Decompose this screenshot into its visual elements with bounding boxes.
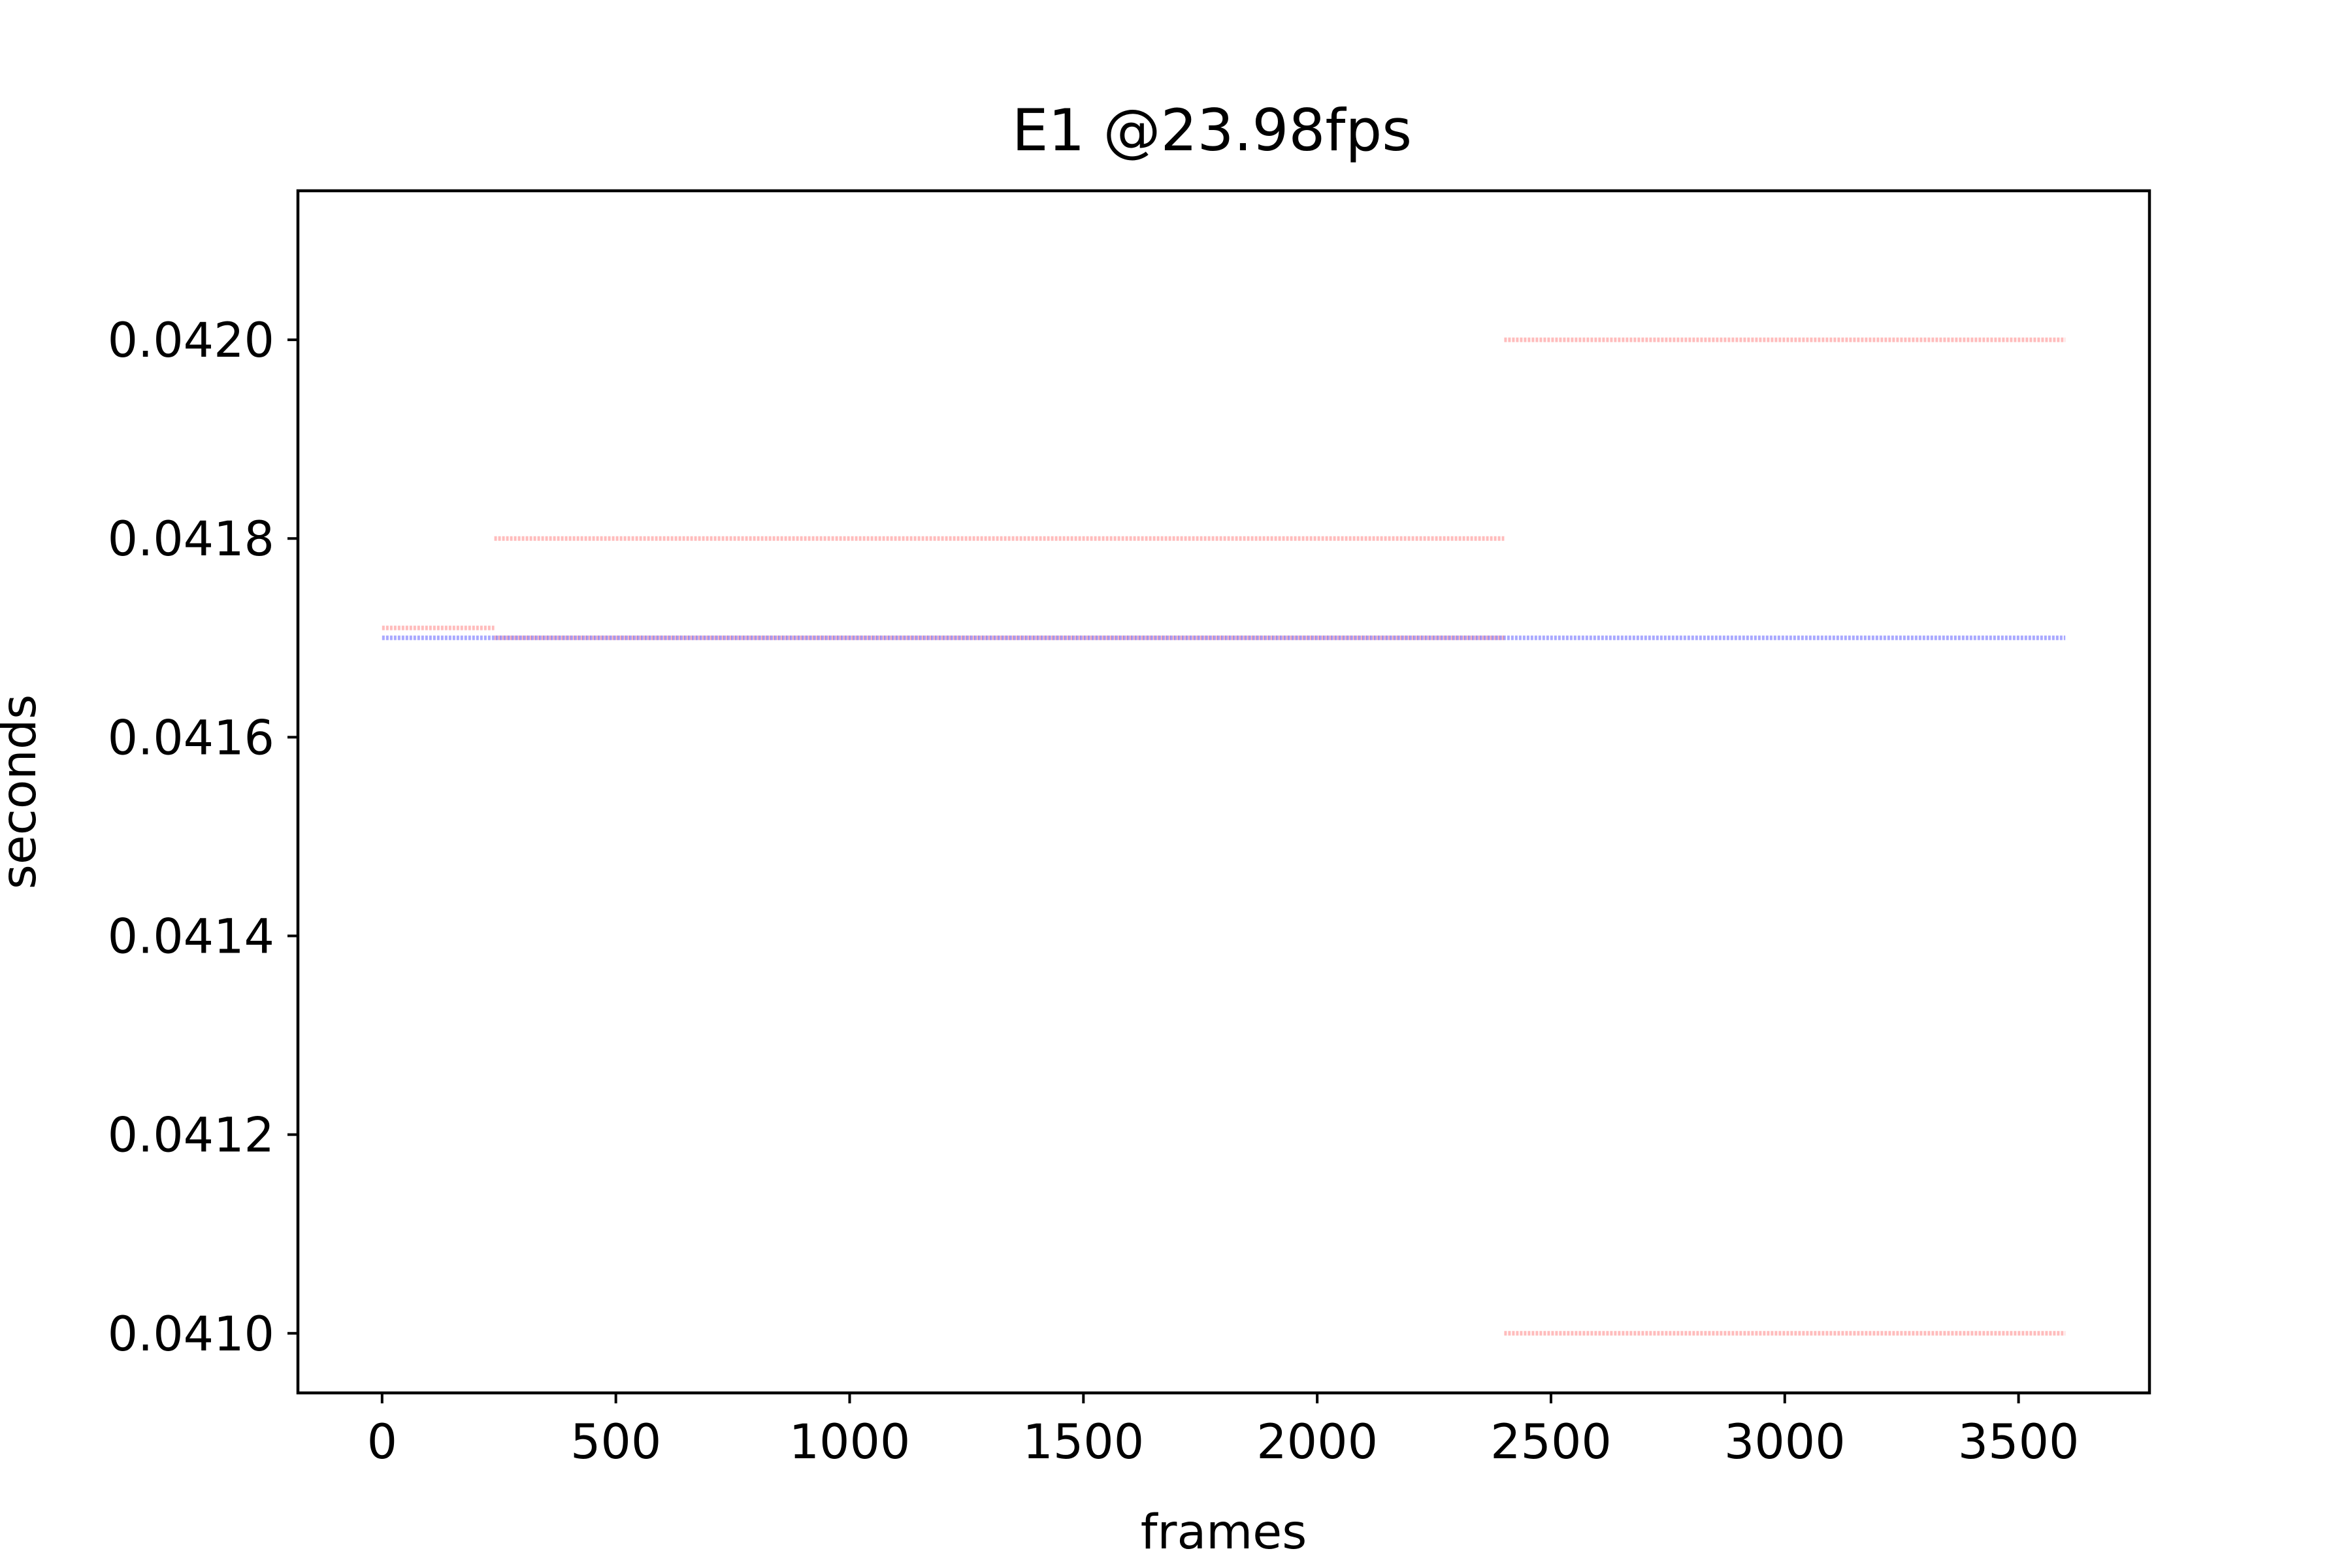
x-tick-label: 1500 — [1022, 1414, 1144, 1470]
y-axis-label: seconds — [0, 694, 47, 889]
y-tick-label: 0.0420 — [108, 313, 274, 368]
plot-frame — [296, 189, 2151, 1395]
x-tick-label: 3000 — [1724, 1414, 1846, 1470]
x-tick-label: 3500 — [1958, 1414, 2080, 1470]
chart-title: E1 @23.98fps — [1012, 97, 1412, 164]
y-tick-label: 0.0416 — [108, 710, 274, 766]
y-tick-label: 0.0414 — [108, 909, 274, 964]
series-layer — [382, 337, 2066, 1336]
x-tick-label: 1000 — [789, 1414, 911, 1470]
y-axis: 0.0410 0.0412 0.0414 0.0416 0.0418 0.0420 — [108, 313, 298, 1362]
x-tick-label: 2000 — [1256, 1414, 1378, 1470]
x-tick-label: 500 — [570, 1414, 661, 1470]
x-axis-label: frames — [1141, 1505, 1307, 1560]
y-tick-label: 0.0418 — [108, 512, 274, 567]
y-tick-label: 0.0410 — [108, 1307, 274, 1362]
x-tick-label: 2500 — [1490, 1414, 1612, 1470]
y-tick-label: 0.0412 — [108, 1108, 274, 1164]
x-axis: 0 500 1000 1500 2000 2500 3000 3500 — [367, 1393, 2080, 1470]
x-tick-label: 0 — [367, 1414, 397, 1470]
